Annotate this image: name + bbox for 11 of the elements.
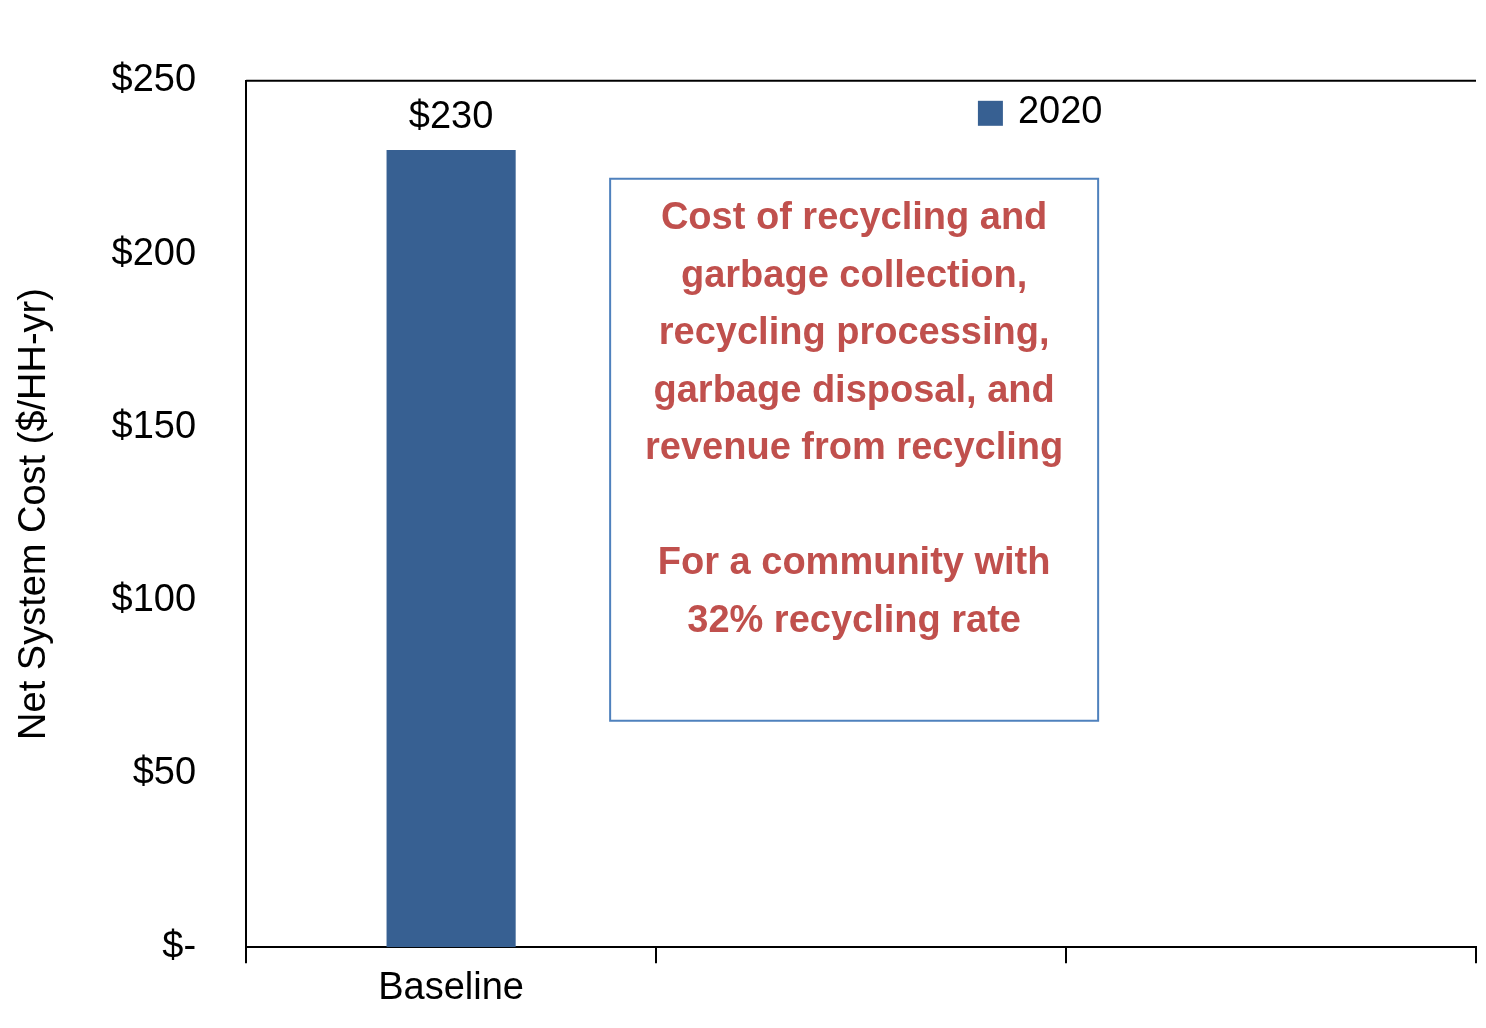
- y-tick-label: $250: [111, 57, 197, 100]
- data-label: $230: [408, 93, 494, 136]
- y-tick-label: $200: [111, 230, 197, 273]
- text: Cost of recycling and garbage collection, recycling processing, garbage disposal, and revenue from recycling For a community with 32% recycling rate: [645, 195, 1064, 640]
- y-tick-label: $150: [111, 403, 197, 446]
- y-axis-title: Net System Cost ($/HH-yr): [11, 288, 54, 740]
- y-tick-label: $100: [111, 577, 197, 620]
- y-tick-label: $-: [162, 923, 197, 966]
- legend-label: 2020: [1017, 89, 1103, 132]
- x-tick-label: Baseline: [378, 965, 524, 1008]
- y-tick-label: $50: [132, 750, 197, 793]
